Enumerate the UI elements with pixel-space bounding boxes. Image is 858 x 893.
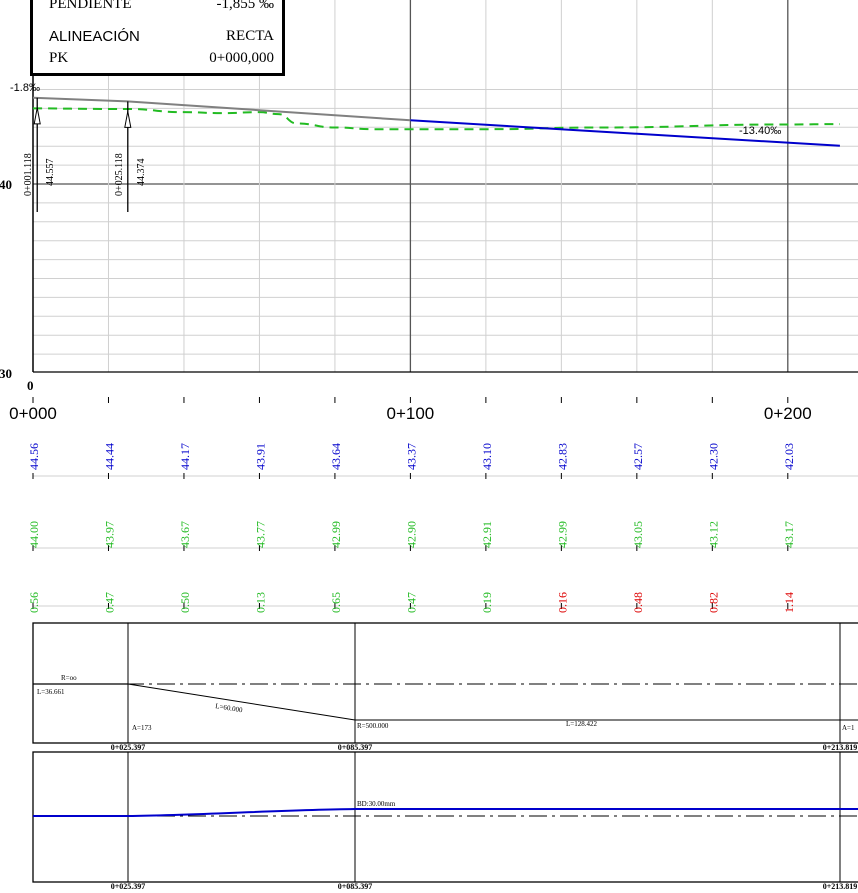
alignment-segment-label: R=500.000 [357,722,389,730]
marker-arrow [33,107,41,125]
terrain-line [32,107,840,131]
band-value-terreno: 44.00 [27,521,41,548]
superelevation-panel: BD:30.00mm 0+025.397 0+085.397 0+213.819 [32,751,858,891]
alignment-pk-label: 0+025.397 [111,743,146,752]
band-value-rasante: 44.17 [178,443,192,470]
band-value-terreno: 43.67 [178,521,192,548]
band-value-diferencia: 0.82 [706,592,720,613]
info-value: RECTA [226,28,274,44]
marker-pk-label: 0+025.118 [114,153,125,196]
profile-lines: -1.8‰ -13.40‰ [10,82,840,147]
marker-elev-label: 44.374 [136,159,147,187]
band-value-rasante: 42.30 [706,443,720,470]
band-value-rasante: 43.10 [480,443,494,470]
grade-line [410,119,840,147]
alignment-segment-label: L=128.422 [566,720,597,728]
band-value-terreno: 42.99 [555,521,569,548]
alignment-segment-label: A=1 [842,724,855,732]
band-value-rasante: 42.83 [555,443,569,470]
band-value-terreno: 43.12 [706,521,720,548]
band-value-terreno: 43.05 [631,521,645,548]
band-value-terreno: 43.77 [253,521,267,548]
origin-label: 0 [27,378,34,393]
data-bands: 44.56 44.44 44.17 43.91 43.64 43.37 43.10 42.83… [27,443,858,613]
slope-label-start: -1.8‰ [10,82,40,94]
slope-label-end: -13.40‰ [739,125,781,137]
band-value-rasante: 43.64 [329,443,343,470]
pk-axis: 0+000 0+100 0+200 [9,397,812,423]
profile-grid: 40 30 0 [0,0,858,393]
marker-elev-label: 44.557 [45,159,56,187]
superelevation-frame [32,751,858,883]
info-row-slope: PENDIENTE -1,855 ‰ [49,0,274,16]
profile-markers: 0+001.118 44.557 0+025.118 44.374 [23,97,147,212]
axis-pk-label: 0+100 [387,404,435,423]
info-row-pk: PK 0+000,000 [49,50,274,70]
info-value: 0+000,000 [209,50,274,66]
info-key: PK [49,50,69,66]
superelevation-line [33,808,858,817]
band-value-terreno: 42.90 [404,521,418,548]
band-value-terreno: 42.91 [480,521,494,548]
axis-pk-label: 0+000 [9,404,57,423]
info-key: PENDIENTE [49,0,132,12]
alignment-clothoid [127,683,356,721]
band-value-rasante: 42.03 [782,443,796,470]
band-value-diferencia: 0.65 [329,592,343,613]
band-value-diferencia: 0.16 [555,592,569,613]
band-value-diferencia: 1.14 [782,592,796,613]
alignment-segment-label: L=36.661 [37,688,65,696]
alignment-segment-label: A=173 [132,724,152,732]
band-value-rasante: 43.91 [253,443,267,470]
band-value-terreno: 43.97 [102,521,116,548]
alignment-panel: R=oo L=36.661 A=173 L=60.000 R=500.000 L=128.… [32,622,858,752]
alignment-segment-label: R=oo [61,674,77,682]
superelevation-label: BD:30.00mm [357,800,396,808]
alignment-segment-label: L=60.000 [215,702,244,714]
band-value-rasante: 43.37 [404,443,418,470]
alignment-pk-label: 0+213.819 [823,743,858,752]
band-value-rasante: 44.44 [102,443,116,470]
elevation-label: 30 [0,366,12,381]
info-key: ALINEACIÓN [49,28,140,45]
superelevation-pk-label: 0+213.819 [823,882,858,891]
marker-pk-label: 0+001.118 [23,153,34,196]
alignment-frame [32,622,858,744]
band-value-terreno: 43.17 [782,521,796,548]
band-value-rasante: 42.57 [631,443,645,470]
axis-pk-label: 0+200 [764,404,812,423]
info-value: -1,855 ‰ [216,0,275,12]
superelevation-pk-label: 0+025.397 [111,882,146,891]
band-value-diferencia: 0.50 [178,592,192,613]
band-value-diferencia: 0.48 [631,592,645,613]
band-value-diferencia: 0.19 [480,592,494,613]
marker-arrow [124,111,132,128]
initial-grade-line [32,96,411,122]
band-value-diferencia: 0.56 [27,592,41,613]
band-value-rasante: 44.56 [27,443,41,470]
info-row-alignment: ALINEACIÓN RECTA [49,28,274,48]
superelevation-pk-label: 0+085.397 [338,882,373,891]
segment-info-box: PENDIENTE -1,855 ‰ ALINEACIÓN RECTA PK 0… [30,0,285,76]
band-value-diferencia: 0.13 [253,592,267,613]
alignment-pk-label: 0+085.397 [338,743,373,752]
band-value-diferencia: 0.47 [102,592,116,613]
elevation-label: 40 [0,177,12,192]
band-value-terreno: 42.99 [329,521,343,548]
band-value-diferencia: 0.47 [404,592,418,613]
